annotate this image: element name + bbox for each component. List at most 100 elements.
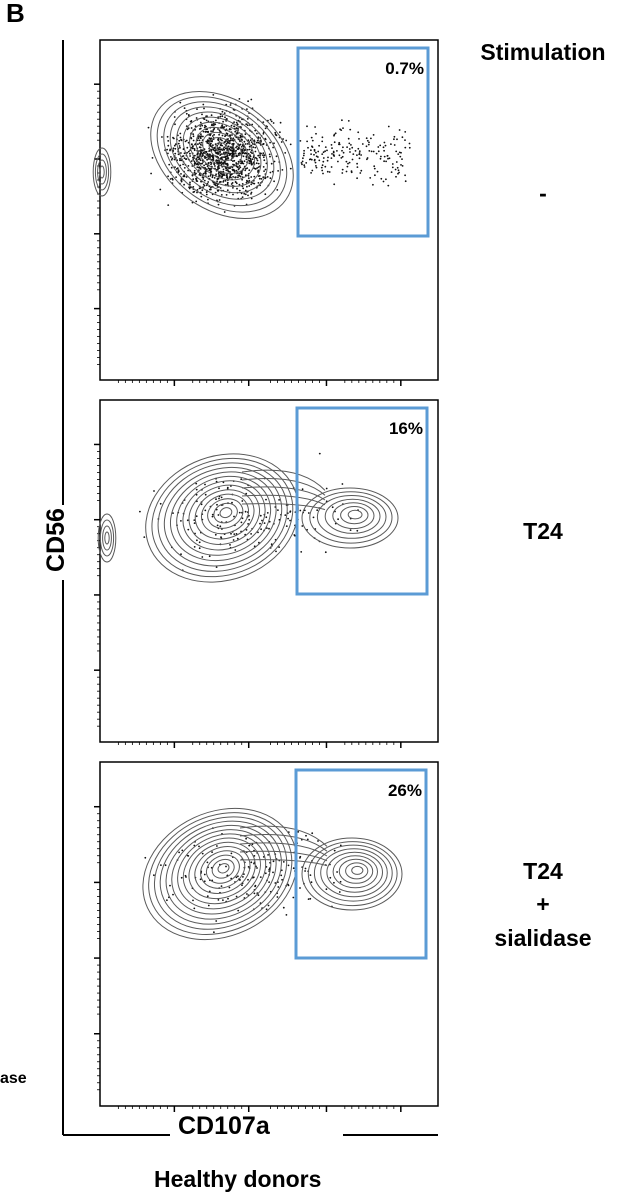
- event-dot: [169, 149, 171, 152]
- event-dot: [252, 182, 255, 185]
- event-dot: [232, 176, 235, 178]
- event-dot: [341, 119, 343, 122]
- event-dot: [245, 158, 248, 161]
- event-dot: [277, 170, 279, 172]
- event-dot: [250, 98, 253, 101]
- event-dot: [230, 183, 233, 185]
- event-dot: [250, 161, 253, 164]
- event-dot: [233, 121, 236, 123]
- event-dot: [292, 867, 295, 870]
- event-dot: [241, 500, 244, 502]
- event-dot: [273, 160, 276, 163]
- event-dot: [201, 124, 204, 127]
- event-dot: [260, 178, 263, 180]
- x-axis-label: CD107a: [178, 1112, 270, 1140]
- event-dot: [391, 163, 394, 165]
- condition-line: +: [536, 891, 550, 918]
- contour-line: [99, 519, 115, 557]
- event-dot: [185, 112, 188, 115]
- event-dot: [214, 165, 216, 167]
- event-dot: [187, 127, 190, 129]
- event-dot: [331, 147, 333, 150]
- event-dot: [221, 144, 224, 147]
- event-dot: [189, 183, 191, 186]
- event-dot: [239, 140, 241, 143]
- event-dot: [193, 519, 196, 521]
- event-dot: [339, 128, 341, 131]
- event-dot: [244, 189, 247, 192]
- event-dot: [200, 135, 203, 138]
- event-dot: [268, 881, 270, 883]
- contour-line: [239, 850, 328, 862]
- contour-line: [309, 491, 393, 544]
- event-dot: [239, 166, 242, 169]
- event-dot: [263, 154, 266, 157]
- event-dot: [193, 160, 196, 163]
- event-dot: [229, 148, 231, 151]
- event-dot: [213, 183, 216, 186]
- contour-line: [313, 844, 393, 902]
- event-dot: [209, 188, 212, 191]
- event-dot: [357, 131, 360, 134]
- contour-line: [241, 469, 326, 491]
- event-dot: [209, 134, 212, 137]
- event-dot: [228, 177, 231, 179]
- event-dot: [349, 128, 352, 131]
- event-dot: [358, 150, 361, 153]
- contour-line: [150, 91, 294, 219]
- event-dot: [240, 135, 243, 138]
- event-dot: [280, 874, 283, 877]
- event-dot: [265, 908, 268, 911]
- event-dot: [242, 187, 245, 190]
- event-dot: [251, 152, 254, 155]
- contour-line: [201, 493, 249, 535]
- event-dot: [217, 128, 219, 130]
- plot-frame: [99, 399, 439, 743]
- event-dot: [199, 153, 202, 156]
- event-dot: [324, 551, 327, 554]
- event-dot: [272, 871, 274, 874]
- event-dot: [177, 153, 180, 156]
- event-dot: [301, 160, 304, 163]
- event-dot: [310, 136, 313, 139]
- event-dot: [244, 169, 247, 172]
- event-dot: [211, 155, 213, 158]
- event-dot: [315, 151, 317, 154]
- event-dot: [193, 190, 196, 193]
- event-dot: [173, 116, 176, 118]
- event-dot: [260, 139, 262, 142]
- event-dot: [226, 486, 229, 489]
- event-dot: [217, 189, 220, 192]
- event-dot: [238, 174, 240, 177]
- contour-line: [332, 855, 378, 889]
- event-dot: [245, 492, 248, 495]
- contour-line: [211, 858, 235, 879]
- event-dot: [199, 127, 202, 130]
- event-dot: [218, 167, 221, 170]
- event-dot: [391, 166, 394, 169]
- event-dot: [226, 154, 229, 157]
- event-dot: [199, 143, 202, 146]
- event-dot: [180, 179, 183, 182]
- event-dot: [365, 137, 368, 140]
- event-dot: [333, 183, 336, 186]
- event-dot: [257, 531, 259, 534]
- event-dot: [211, 513, 214, 516]
- event-dot: [284, 152, 287, 154]
- event-dot: [153, 490, 155, 492]
- event-dot: [228, 886, 231, 889]
- event-dot: [187, 165, 190, 167]
- event-dot: [153, 874, 155, 877]
- event-dot: [184, 140, 187, 143]
- event-dot: [279, 131, 281, 134]
- event-dot: [351, 158, 354, 161]
- event-dot: [184, 874, 187, 877]
- event-dot: [320, 166, 323, 169]
- contour-line: [157, 462, 288, 572]
- event-dot: [356, 177, 358, 180]
- event-dot: [313, 148, 316, 151]
- event-dot: [144, 856, 147, 859]
- event-dot: [385, 160, 387, 163]
- event-dot: [181, 155, 184, 158]
